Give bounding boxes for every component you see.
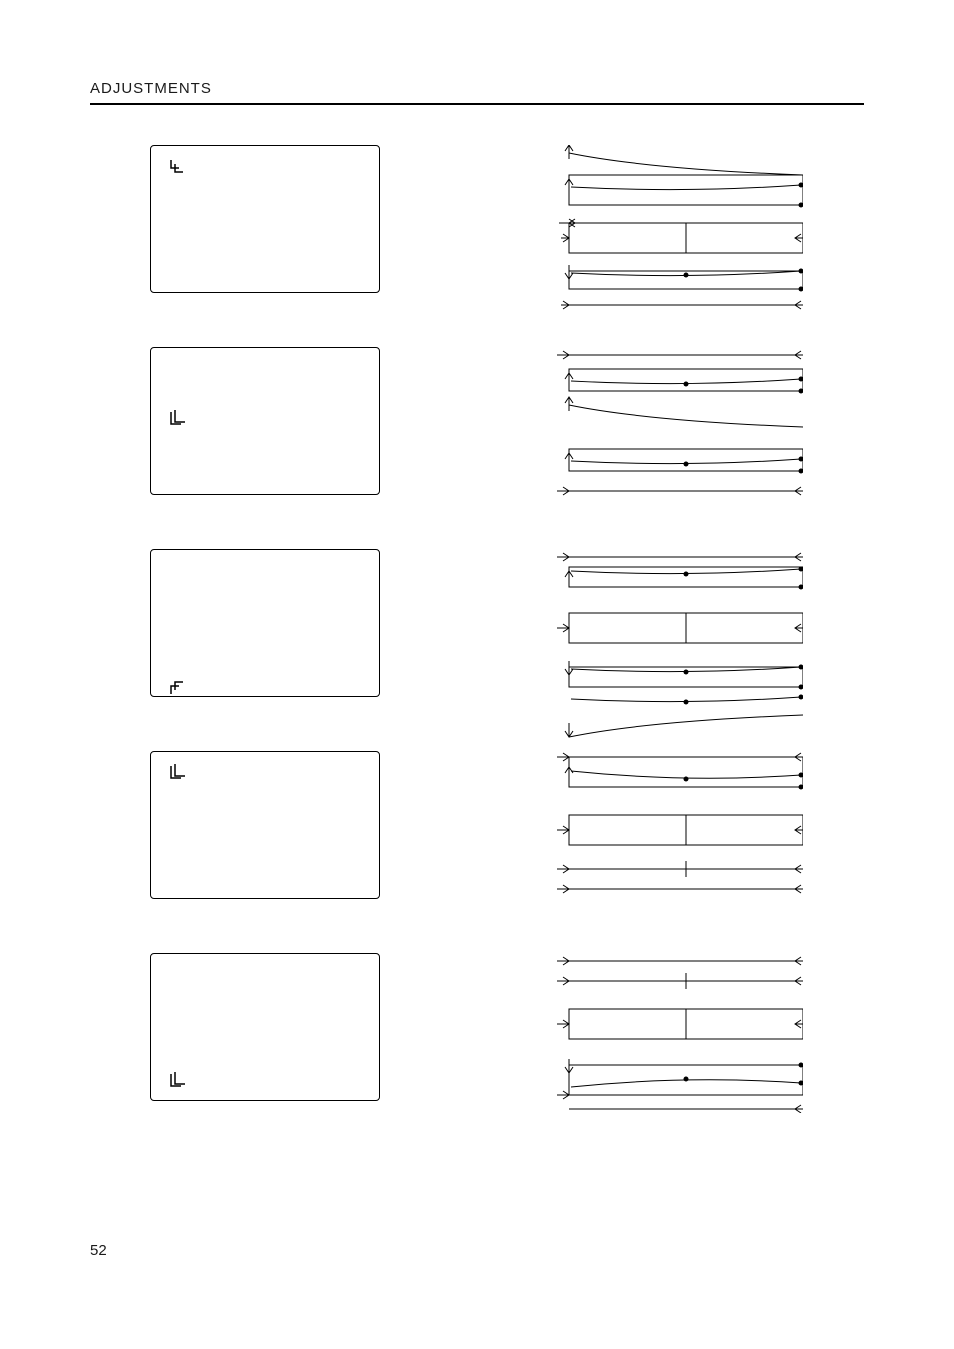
display-box-4 <box>150 751 380 899</box>
waveform-diagram-2 <box>557 347 803 507</box>
waveform-diagram-4 <box>557 751 803 911</box>
diagram-grid <box>90 145 864 1113</box>
section-title: ADJUSTMENTS <box>90 80 864 105</box>
corner-icon <box>169 680 185 696</box>
page-number: 52 <box>90 1242 107 1259</box>
corner-icon <box>169 158 185 174</box>
display-box-1 <box>150 145 380 293</box>
display-box-3 <box>150 549 380 697</box>
display-box-5 <box>150 953 380 1101</box>
waveform-diagram-1 <box>557 145 803 305</box>
waveform-diagram-3 <box>557 549 803 709</box>
corner-icon <box>169 764 185 780</box>
waveform-diagram-5 <box>557 953 803 1113</box>
corner-icon <box>169 410 185 426</box>
display-box-2 <box>150 347 380 495</box>
corner-icon <box>169 1072 185 1088</box>
